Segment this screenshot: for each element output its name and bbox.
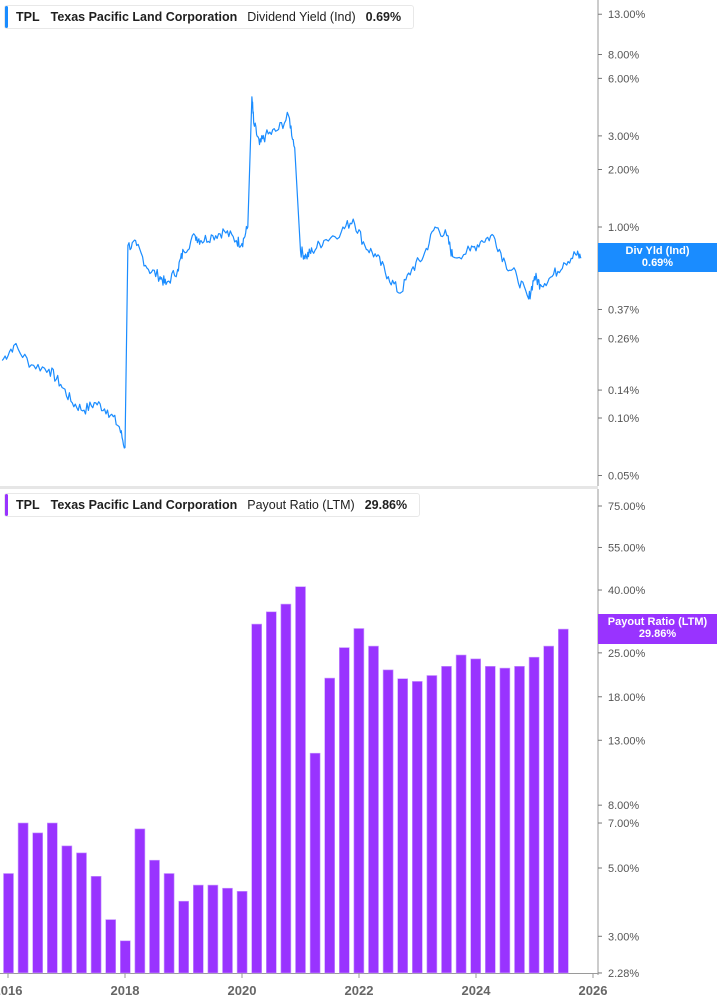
payout-bar[interactable]	[32, 832, 44, 974]
x-tick-label: 2026	[579, 983, 608, 998]
legend-value: 0.69%	[365, 10, 402, 24]
y-tick-label: 3.00%	[608, 131, 639, 143]
dividend-yield-price-tag: Div Yld (Ind) 0.69%	[598, 243, 717, 272]
legend-company: Texas Pacific Land Corporation	[50, 10, 238, 24]
payout-bar[interactable]	[411, 681, 423, 974]
payout-bar[interactable]	[499, 667, 511, 974]
y-tick-label: 2.00%	[608, 165, 639, 177]
payout-bar[interactable]	[295, 586, 306, 974]
y-tick-label: 0.10%	[608, 413, 639, 425]
y-tick-label: 13.00%	[608, 9, 646, 21]
y-tick-label: 0.05%	[608, 470, 639, 482]
x-tick-label: 2016	[0, 983, 22, 998]
x-axis: 2016 2018 2020 2022 2024 2026	[0, 973, 607, 998]
tag-value: 0.69%	[641, 257, 674, 269]
payout-bar[interactable]	[514, 666, 525, 974]
payout-bar[interactable]	[178, 900, 189, 974]
y-tick-label: 6.00%	[608, 73, 639, 85]
y-tick-label: 13.00%	[608, 735, 646, 747]
payout-bar[interactable]	[90, 875, 102, 974]
x-tick-label: 2020	[228, 983, 257, 998]
legend-ticker: TPL	[16, 498, 40, 512]
y-tick-label: 55.00%	[608, 542, 646, 554]
y-tick-label: 5.00%	[608, 863, 639, 875]
y-tick-label: 2.28%	[608, 968, 639, 980]
payout-ratio-chart: 75.00% 55.00% 40.00% 25.00% 18.00% 13.00% 8.00…	[0, 489, 646, 998]
y-axis-ticks: 13.00%8.00%6.00%3.00%2.00%1.00%0.69%0.37…	[598, 9, 646, 482]
legend-metric: Payout Ratio (LTM)	[247, 498, 355, 512]
y-tick-label: 40.00%	[608, 585, 646, 597]
payout-bar[interactable]	[455, 654, 467, 974]
dividend-yield-panel: 13.00% 8.00% 6.00% 3.00% 2.00% 1.00% 0.69% 0.37…	[0, 0, 717, 486]
payout-bar[interactable]	[309, 752, 321, 974]
payout-ratio-price-tag: Payout Ratio (LTM) 29.86%	[598, 614, 717, 644]
payout-bar[interactable]	[382, 669, 394, 974]
payout-bar[interactable]	[441, 666, 452, 974]
legend-value: 29.86%	[364, 498, 408, 512]
y-tick-label: 18.00%	[608, 692, 646, 704]
payout-bar[interactable]	[528, 656, 540, 974]
y-tick-label: 8.00%	[608, 50, 639, 62]
dividend-yield-line	[1, 96, 582, 449]
payout-bar[interactable]	[134, 828, 146, 974]
payout-bar[interactable]	[120, 940, 131, 974]
tag-label: Payout Ratio (LTM)	[607, 616, 708, 628]
tag-value: 29.86%	[638, 628, 677, 640]
payout-bar[interactable]	[265, 611, 277, 974]
series-color-marker	[5, 6, 8, 28]
dividend-yield-legend[interactable]: TPL Texas Pacific Land Corporation Divid…	[4, 5, 415, 29]
tag-label: Div Yld (Ind)	[625, 245, 690, 257]
x-tick-label: 2022	[345, 983, 374, 998]
x-tick-label: 2024	[462, 983, 492, 998]
y-tick-label: 0.14%	[608, 385, 639, 397]
payout-bar[interactable]	[149, 859, 160, 974]
y-tick-label: 8.00%	[608, 800, 639, 812]
y-tick-label: 1.00%	[608, 222, 639, 234]
payout-bar[interactable]	[236, 890, 248, 974]
payout-bar[interactable]	[251, 623, 262, 974]
payout-bar[interactable]	[324, 677, 336, 974]
payout-bar[interactable]	[543, 645, 555, 974]
payout-bar[interactable]	[61, 845, 73, 974]
payout-bar[interactable]	[353, 628, 365, 974]
payout-bar[interactable]	[484, 666, 496, 974]
payout-bar[interactable]	[368, 645, 379, 974]
panel-divider[interactable]	[0, 486, 598, 489]
dividend-yield-chart: 13.00% 8.00% 6.00% 3.00% 2.00% 1.00% 0.69% 0.37…	[1, 0, 646, 486]
payout-bar[interactable]	[3, 873, 14, 974]
y-tick-label: 3.00%	[608, 931, 639, 943]
payout-bar[interactable]	[280, 603, 292, 974]
series-color-marker	[5, 494, 8, 516]
payout-ratio-legend[interactable]: TPL Texas Pacific Land Corporation Payou…	[4, 493, 421, 517]
legend-ticker: TPL	[16, 10, 40, 24]
y-tick-label: 25.00%	[608, 648, 646, 660]
payout-bar[interactable]	[397, 678, 409, 974]
payout-ratio-panel: 75.00% 55.00% 40.00% 25.00% 18.00% 13.00% 8.00…	[0, 489, 717, 1005]
payout-bar[interactable]	[76, 852, 87, 974]
payout-bar[interactable]	[222, 887, 233, 974]
payout-bar[interactable]	[426, 675, 438, 974]
payout-bar[interactable]	[557, 628, 569, 974]
payout-bar[interactable]	[163, 873, 175, 974]
y-axis-ticks: 75.00% 55.00% 40.00% 25.00% 18.00% 13.00% 8.00…	[598, 501, 646, 980]
payout-bar[interactable]	[207, 884, 219, 974]
y-tick-label: 75.00%	[608, 501, 646, 513]
x-tick-label: 2018	[111, 983, 140, 998]
legend-company: Texas Pacific Land Corporation	[50, 498, 238, 512]
payout-bar[interactable]	[470, 658, 482, 974]
payout-bar[interactable]	[46, 822, 58, 974]
payout-bar[interactable]	[193, 884, 204, 974]
payout-ratio-bars	[3, 586, 569, 974]
payout-bar[interactable]	[338, 647, 350, 974]
legend-metric: Dividend Yield (Ind)	[247, 10, 356, 24]
y-tick-label: 7.00%	[608, 818, 639, 830]
y-tick-label: 0.26%	[608, 334, 639, 346]
y-tick-label: 0.37%	[608, 304, 639, 316]
payout-bar[interactable]	[105, 919, 116, 974]
payout-bar[interactable]	[17, 822, 29, 974]
